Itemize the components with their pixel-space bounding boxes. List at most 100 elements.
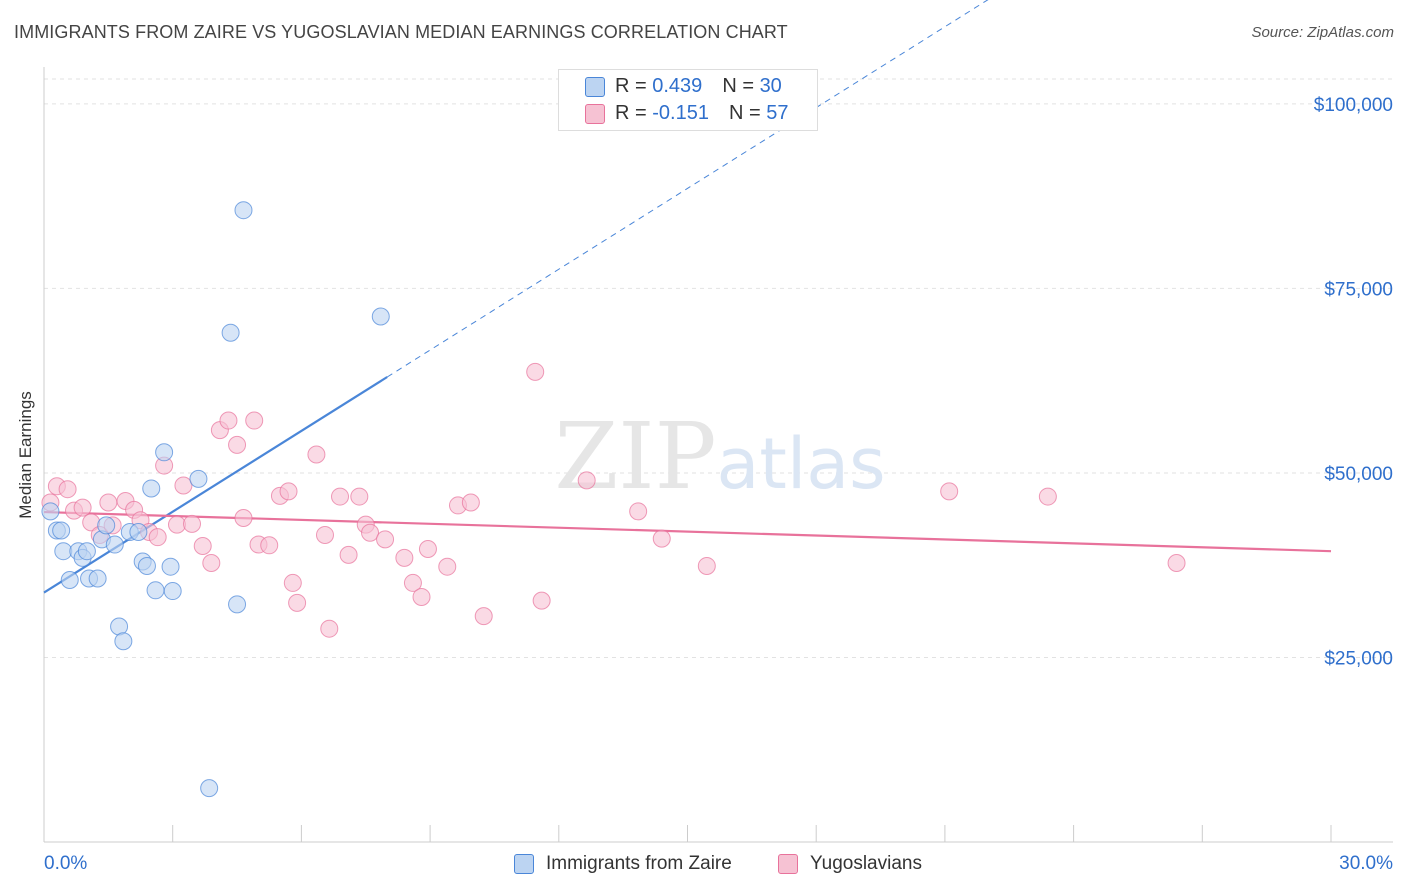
yugoslavian-point-38 <box>361 523 380 542</box>
zaire-point-11 <box>97 516 116 535</box>
zaire-point-23 <box>163 582 182 601</box>
zaire-point-7 <box>77 542 96 561</box>
yugoslavian-point-13 <box>148 528 167 547</box>
yugoslavian-point-50 <box>577 471 596 490</box>
series-legend-zaire: Immigrants from Zaire <box>514 852 732 876</box>
zaire-point-29 <box>371 307 390 326</box>
series-swatch-pink <box>778 854 798 874</box>
legend-r-value-zaire: 0.439 <box>652 74 703 97</box>
yugoslavian-trend-line <box>43 510 1332 553</box>
yugoslavian-point-55 <box>1038 487 1057 506</box>
watermark: ZIPatlas <box>554 403 885 510</box>
legend-swatch-pink <box>585 104 605 124</box>
legend-n-value-yugoslavians: 57 <box>766 101 789 124</box>
source-label: Source: ZipAtlas.com <box>1251 24 1394 41</box>
yugoslavian-point-36 <box>350 487 369 506</box>
y-tick-label-0: $25,000 <box>1324 648 1393 669</box>
x-tick-label-min: 0.0% <box>44 853 87 874</box>
series-swatch-blue <box>514 854 534 874</box>
y-axis-label: Median Earnings <box>16 391 35 519</box>
yugoslavian-point-18 <box>193 537 212 556</box>
zaire-point-2 <box>52 521 71 540</box>
zaire-point-20 <box>146 581 165 600</box>
zaire-point-24 <box>189 469 208 488</box>
legend-n-label: N = <box>722 74 760 97</box>
zaire-point-21 <box>155 443 174 462</box>
y-tick-label-3: $100,000 <box>1314 95 1393 116</box>
yugoslavian-point-43 <box>418 539 437 558</box>
zaire-point-19 <box>142 479 161 498</box>
zaire-point-12 <box>105 535 124 554</box>
yugoslavian-point-4 <box>73 498 92 517</box>
yugoslavian-point-26 <box>260 536 279 555</box>
yugoslavian-point-16 <box>174 476 193 495</box>
x-tick-label-max: 30.0% <box>1339 853 1393 874</box>
legend-r-label: R = <box>615 101 653 124</box>
zaire-point-25 <box>200 779 219 798</box>
yugoslavian-point-23 <box>234 508 253 527</box>
zaire-point-26 <box>221 323 240 342</box>
data-points <box>41 201 1186 798</box>
yugoslavian-point-53 <box>697 556 716 575</box>
legend-n-value-zaire: 30 <box>759 74 782 97</box>
yugoslavian-point-31 <box>307 445 326 464</box>
yugoslavian-point-19 <box>202 554 221 572</box>
yugoslavian-point-34 <box>331 487 350 506</box>
yugoslavian-point-32 <box>315 525 334 544</box>
zaire-point-4 <box>60 570 79 589</box>
yugoslavian-point-41 <box>403 573 422 592</box>
yugoslavian-point-35 <box>339 545 358 564</box>
series-label-yugoslavians: Yugoslavians <box>810 853 922 874</box>
legend-r-value-yugoslavians: -0.151 <box>652 101 709 124</box>
yugoslavian-point-7 <box>99 493 118 512</box>
gridlines <box>44 78 1393 658</box>
zaire-point-28 <box>234 201 253 220</box>
yugoslavian-point-24 <box>245 411 264 430</box>
zaire-point-3 <box>54 542 73 561</box>
yugoslavian-point-54 <box>940 482 959 501</box>
yugoslavian-point-47 <box>474 607 493 626</box>
yugoslavian-point-17 <box>183 514 202 533</box>
correlation-legend: R = 0.439 N = 30 R = -0.151 N = 57 <box>558 69 818 131</box>
y-tick-label-2: $75,000 <box>1324 279 1393 300</box>
yugoslavian-point-52 <box>652 529 671 548</box>
zaire-trend-line <box>43 376 388 594</box>
zaire-point-0 <box>41 502 60 521</box>
zaire-trend-extension <box>386 0 989 378</box>
yugoslavian-point-40 <box>395 548 414 567</box>
zaire-point-27 <box>228 595 247 614</box>
trend-lines <box>43 0 1332 594</box>
zaire-point-16 <box>129 523 148 541</box>
legend-row-yugoslavians: R = -0.151 N = 57 <box>585 101 789 125</box>
yugoslavian-point-15 <box>167 515 186 534</box>
yugoslavian-point-46 <box>461 493 480 512</box>
chart-title: IMMIGRANTS FROM ZAIRE VS YUGOSLAVIAN MED… <box>14 22 788 42</box>
legend-swatch-blue <box>585 77 605 97</box>
yugoslavian-point-28 <box>279 482 298 501</box>
yugoslavian-point-56 <box>1167 554 1186 572</box>
yugoslavian-point-48 <box>526 362 545 381</box>
axes <box>43 67 1393 843</box>
zaire-point-9 <box>88 569 107 588</box>
y-tick-label-1: $50,000 <box>1324 464 1393 485</box>
x-tick-labels: 0.0% 30.0% <box>44 853 1393 874</box>
yugoslavian-point-22 <box>228 435 247 454</box>
yugoslavian-point-42 <box>412 587 431 606</box>
yugoslavian-point-29 <box>283 573 302 592</box>
yugoslavian-point-51 <box>629 502 648 521</box>
yugoslavian-point-30 <box>288 593 307 612</box>
zaire-point-18 <box>137 556 156 575</box>
yugoslavian-point-44 <box>438 557 457 576</box>
yugoslavian-point-49 <box>532 591 551 610</box>
legend-n-label: N = <box>728 101 767 124</box>
legend-row-zaire: R = 0.439 N = 30 <box>585 74 782 98</box>
yugoslavian-point-21 <box>219 411 238 430</box>
y-tick-labels: $25,000 $50,000 $75,000 $100,000 <box>1314 95 1393 670</box>
zaire-point-22 <box>161 557 180 576</box>
zaire-point-14 <box>114 632 133 651</box>
series-legend-yugoslavians: Yugoslavians <box>778 852 922 876</box>
yugoslavian-point-33 <box>320 619 339 638</box>
series-label-zaire: Immigrants from Zaire <box>546 853 732 874</box>
legend-r-label: R = <box>615 74 653 97</box>
